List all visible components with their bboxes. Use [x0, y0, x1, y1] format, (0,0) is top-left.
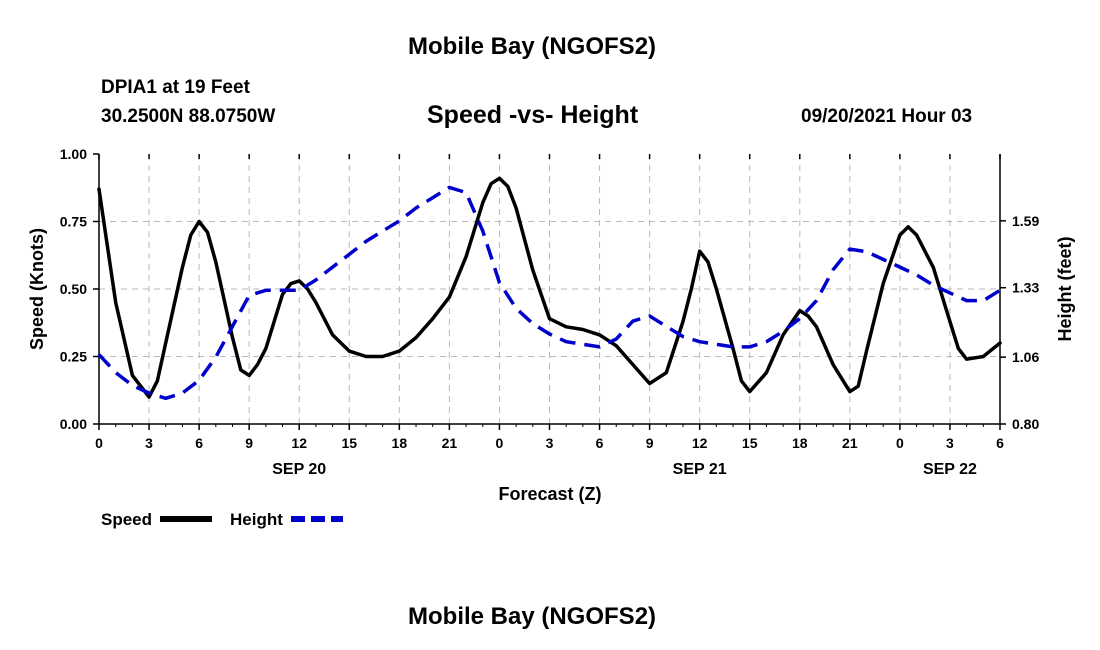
x-axis-label: Forecast (Z) [498, 484, 601, 504]
legend-label-speed: Speed [101, 510, 152, 529]
date-label: SEP 20 [272, 461, 326, 478]
x-tick-label: 0 [496, 435, 504, 451]
y-tick-label: 0.25 [60, 349, 87, 365]
x-tick-label: 9 [646, 435, 654, 451]
bottom-title: Mobile Bay (NGOFS2) [408, 603, 657, 630]
x-tick-label: 9 [245, 435, 253, 451]
date-label: SEP 22 [923, 461, 977, 478]
y-axis-label: Speed (Knots) [27, 228, 47, 350]
x-tick-label: 3 [145, 435, 153, 451]
x-tick-label: 12 [291, 435, 307, 451]
coordinates-label: 30.2500N 88.0750W [101, 106, 276, 127]
x-tick-label: 0 [95, 435, 103, 451]
legend-label-height: Height [230, 510, 283, 529]
y2-tick-label: 1.59 [1012, 213, 1039, 229]
x-tick-label: 12 [692, 435, 708, 451]
y2-tick-label: 1.06 [1012, 349, 1039, 365]
station-label: DPIA1 at 19 Feet [101, 77, 250, 98]
x-tick-label: 6 [996, 435, 1004, 451]
x-tick-label: 21 [442, 435, 458, 451]
x-tick-label: 3 [546, 435, 554, 451]
x-tick-label: 6 [195, 435, 203, 451]
y-tick-label: 0.75 [60, 214, 87, 230]
forecast-datetime: 09/20/2021 Hour 03 [801, 106, 973, 127]
height-series-line [97, 185, 1001, 401]
x-tick-label: 6 [596, 435, 604, 451]
x-tick-label: 18 [792, 435, 808, 451]
y2-tick-label: 0.80 [1012, 416, 1039, 432]
chart-title: Speed -vs- Height [427, 101, 639, 129]
x-tick-label: 21 [842, 435, 858, 451]
x-tick-label: 15 [742, 435, 758, 451]
y2-tick-label: 1.33 [1012, 280, 1039, 296]
page-title: Mobile Bay (NGOFS2) [408, 33, 657, 60]
date-label: SEP 21 [673, 461, 727, 478]
x-tick-label: 0 [896, 435, 904, 451]
x-tick-label: 18 [392, 435, 408, 451]
x-tick-label: 3 [946, 435, 954, 451]
y-tick-label: 1.00 [60, 146, 87, 162]
x-tick-label: 15 [341, 435, 357, 451]
y-tick-label: 0.50 [60, 281, 87, 297]
y-tick-label: 0.00 [60, 416, 87, 432]
speed-series-line [97, 176, 1002, 399]
y2-axis-label: Height (feet) [1055, 237, 1075, 342]
